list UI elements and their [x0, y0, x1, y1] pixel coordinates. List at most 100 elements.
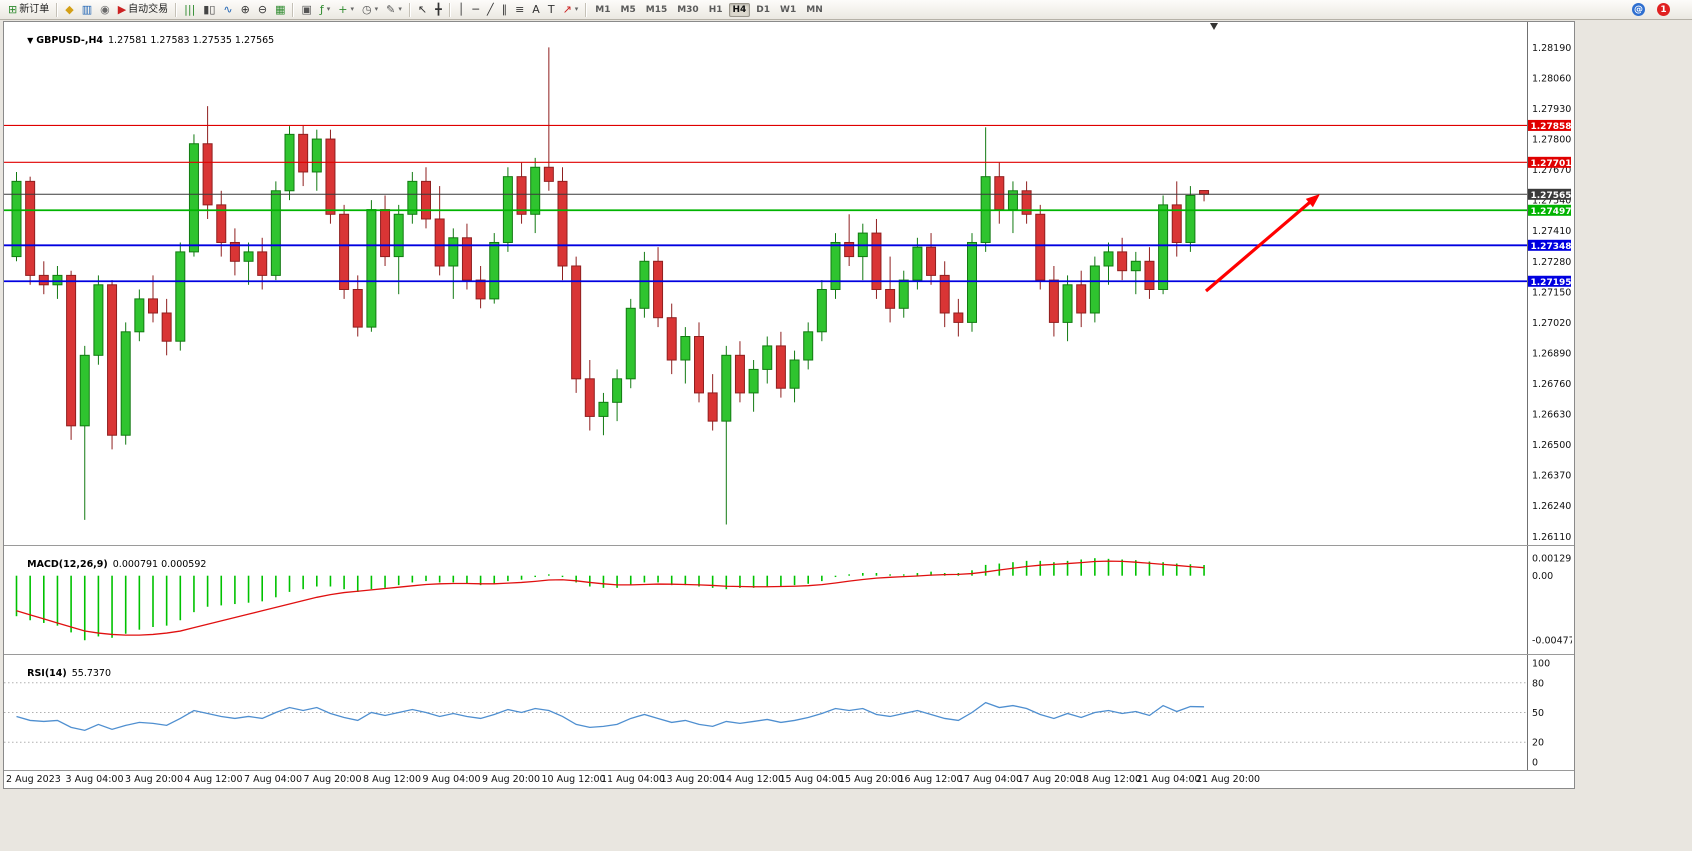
timeframe-m5-button[interactable]: M5: [620, 4, 636, 15]
zoom-out-button[interactable]: ⊖: [255, 1, 270, 18]
rsi-label: RSI(14): [27, 668, 67, 679]
price-level-badge-label: 1.27497: [1531, 207, 1572, 217]
bull-candle: [598, 401, 609, 417]
bear-candle: [380, 209, 391, 258]
price-tick-label: 1.27670: [1532, 165, 1571, 176]
bull-candle: [1089, 265, 1100, 314]
trendline-button[interactable]: ╱: [484, 1, 497, 18]
macd-values: 0.000791 0.000592: [112, 559, 207, 570]
toolbar-button-groups: ⊞ 新订单 ◆ ▥ ◉ ▶ 自动交易 ||| ▮▯ ∿ ⊕ ⊖ ▦ ▣ ƒ ▾ + ▾ ◷ ▾ ✎ ▾ ↖ ╋ │ ─ ╱ ∥ ≡ A T ↗…: [4, 1, 828, 18]
bars-mode-icon: |||: [184, 3, 196, 16]
macd-tick-label: 0.00: [1532, 571, 1553, 582]
chevron-down-icon[interactable]: ▾: [350, 5, 354, 13]
new-order-button[interactable]: ⊞ 新订单: [5, 1, 52, 18]
rsi-tick-label: 0: [1532, 758, 1538, 769]
indicators-button[interactable]: ƒ ▾: [317, 1, 333, 18]
candles-mode-button[interactable]: ▮▯: [200, 1, 218, 18]
time-axis-label: 18 Aug 12:00: [1077, 774, 1142, 785]
price-level-badge-label: 1.27195: [1531, 278, 1572, 288]
toolbar-separator: [585, 2, 588, 17]
rsi-tick-label: 50: [1532, 708, 1544, 719]
macd-tick-label: 0.001297: [1532, 554, 1572, 565]
bull-candle: [52, 274, 63, 286]
timeframe-w1-button[interactable]: W1: [780, 4, 797, 15]
indicators-icon: ƒ: [319, 3, 324, 16]
price-level-badge: [1528, 156, 1571, 168]
time-axis-label: 2 Aug 2023: [6, 774, 61, 785]
bars-mode-button[interactable]: |||: [181, 1, 198, 18]
fibonacci-button[interactable]: ≡: [512, 1, 527, 18]
chevron-down-icon[interactable]: ▾: [326, 5, 331, 13]
timeframe-m15-button[interactable]: M15: [645, 4, 668, 15]
bull-candle: [967, 241, 977, 323]
toolbar-separator: [175, 2, 178, 17]
zoom-in-button[interactable]: ⊕: [238, 1, 253, 18]
bull-candle: [912, 246, 923, 281]
macd-header: MACD(12,26,9) 0.000791 0.000592: [9, 548, 206, 581]
timeframe-m30-button[interactable]: M30: [677, 4, 699, 15]
price-level-badge-label: 1.27701: [1531, 159, 1572, 169]
price-level-badge: [1528, 239, 1571, 251]
time-axis-label: 15 Aug 04:00: [779, 774, 844, 785]
trendline-icon: ╱: [486, 3, 494, 16]
trend-arrow-line[interactable]: [1204, 195, 1318, 293]
bull-candle: [789, 359, 800, 389]
periods-button[interactable]: ◷ ▾: [359, 1, 381, 18]
bull-candle: [134, 298, 145, 333]
main-chart-canvas[interactable]: 1.28190 1.28060 1.27930 1.27800 1.27670 1.275…: [4, 22, 1572, 545]
price-tick-label: 1.27800: [1532, 135, 1571, 146]
crosshair-button[interactable]: ╋: [432, 1, 445, 18]
timeframe-h1-button[interactable]: H1: [708, 4, 723, 15]
chart-menu-icon[interactable]: ▼: [27, 36, 34, 45]
notifications-icon[interactable]: 1: [1657, 3, 1670, 16]
navigator-icon: ◉: [100, 3, 110, 16]
time-axis[interactable]: 2 Aug 2023 3 Aug 04:00 3 Aug 20:00 4 Aug 12…: [4, 770, 1574, 788]
price-level-badge-label: 1.27565: [1531, 191, 1572, 201]
bear-candle: [1144, 260, 1155, 290]
chart-shift-marker[interactable]: [1210, 23, 1218, 30]
rsi-panel: RSI(14) 55.7370 100 80 50 20 0: [4, 654, 1574, 770]
text-button[interactable]: A: [529, 1, 543, 18]
add-indicator-button[interactable]: + ▾: [335, 1, 357, 18]
rsi-canvas[interactable]: 100 80 50 20 0: [4, 655, 1572, 770]
bear-candle: [734, 354, 745, 394]
macd-label: MACD(12,26,9): [27, 559, 108, 570]
macd-canvas[interactable]: 0.001297 0.00 -0.004777: [4, 546, 1572, 654]
timeframe-m1-button[interactable]: M1: [595, 4, 611, 15]
timeframe-d1-button[interactable]: D1: [756, 4, 771, 15]
bear-candle: [926, 246, 937, 276]
arrange-charts-button[interactable]: ▣: [298, 1, 314, 18]
horizontal-line-button[interactable]: ─: [469, 1, 482, 18]
timeframe-mn-button[interactable]: MN: [806, 4, 823, 15]
chevron-down-icon[interactable]: ▾: [398, 5, 402, 13]
channel-button[interactable]: ∥: [499, 1, 511, 18]
auto-trading-label: 自动交易: [128, 3, 169, 15]
line-mode-button[interactable]: ∿: [220, 1, 235, 18]
price-tick-label: 1.26890: [1532, 348, 1571, 359]
text-label-button[interactable]: T: [545, 1, 558, 18]
navigator-button[interactable]: ◉: [97, 1, 113, 18]
bull-candle: [393, 213, 404, 258]
bear-candle: [229, 241, 240, 262]
bull-candle: [1103, 251, 1114, 267]
cursor-button[interactable]: ↖: [415, 1, 430, 18]
tile-windows-button[interactable]: ▦: [272, 1, 288, 18]
arrows-button[interactable]: ↗ ▾: [560, 1, 582, 18]
data-window-button[interactable]: ▥: [79, 1, 95, 18]
data-window-icon: ▥: [81, 3, 93, 16]
bear-candle: [107, 284, 118, 436]
market-watch-button[interactable]: ◆: [62, 1, 76, 18]
chevron-down-icon[interactable]: ▾: [574, 5, 579, 13]
chevron-down-icon[interactable]: ▾: [374, 5, 379, 13]
zoom-out-icon: ⊖: [257, 3, 268, 16]
price-level-badge: [1528, 119, 1571, 131]
bull-candle: [270, 190, 281, 276]
auto-trading-button[interactable]: ▶ 自动交易: [115, 1, 171, 18]
community-icon[interactable]: @: [1632, 3, 1645, 16]
bear-candle: [216, 204, 227, 243]
vertical-line-button[interactable]: │: [455, 1, 468, 18]
timeframe-h4-button[interactable]: H4: [728, 2, 751, 17]
bear-candle: [1171, 204, 1182, 243]
templates-button[interactable]: ✎ ▾: [383, 1, 405, 18]
auto-trading-icon: ▶: [117, 3, 127, 16]
